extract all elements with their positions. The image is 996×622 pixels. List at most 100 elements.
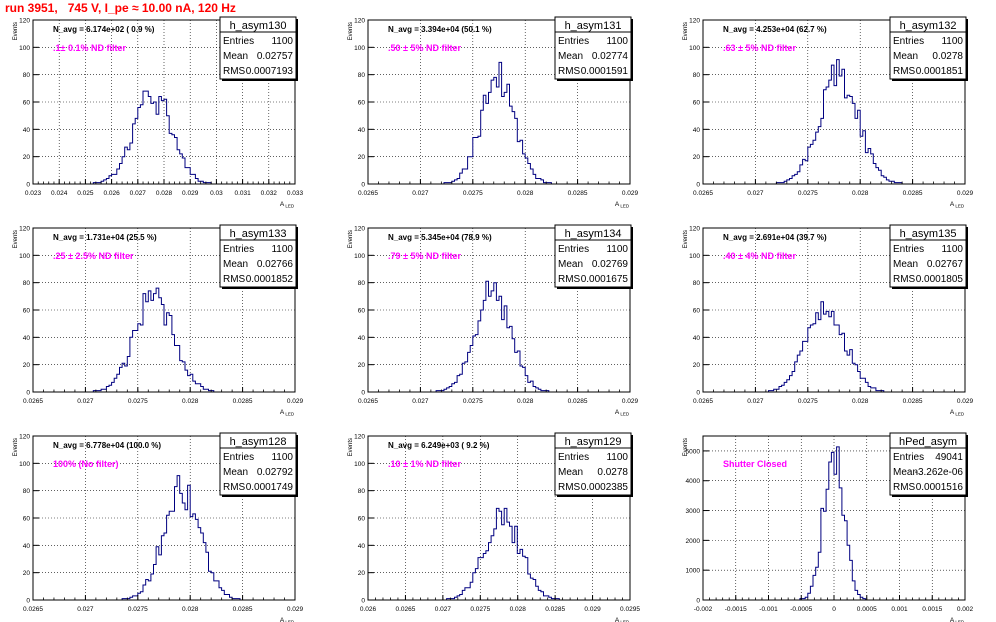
y-tick-label: 120: [689, 18, 700, 25]
y-tick-label: 0: [26, 182, 30, 189]
y-tick-label: 20: [23, 570, 31, 577]
x-tick-label: 0.024: [51, 190, 68, 197]
filter-annotation: .63 ± 5% ND filter: [723, 43, 796, 53]
x-tick-label: 0.028: [852, 398, 869, 405]
navg-label: N_avg = 1.731e+04 (25.5 %): [53, 233, 157, 242]
y-tick-label: 60: [358, 516, 366, 523]
filter-annotation: .40 ± 4% ND filter: [723, 251, 796, 261]
y-tick-label: 120: [354, 226, 365, 233]
y-tick-label: 60: [693, 100, 701, 107]
x-tick-label: -0.0005: [790, 606, 812, 613]
stats-box: [889, 432, 967, 496]
x-axis-title: A LED: [950, 409, 965, 417]
stats-value: 1100: [941, 36, 963, 47]
stats-value: 0.0001851: [916, 66, 964, 77]
stats-box: [889, 224, 967, 288]
x-tick-label: -0.002: [694, 606, 713, 613]
histogram-panel-h_asym128: 0.0265 0.027 0.0275 0.028 0.0285 0.029 0 20 40 60…: [13, 432, 304, 622]
stats-key: Mean: [223, 51, 248, 62]
x-tick-label: 0.028: [156, 190, 173, 197]
stats-key: RMS: [223, 274, 246, 285]
x-tick-label: 0.001: [891, 606, 908, 613]
stats-shadow: [966, 227, 968, 289]
stats-title: h_asym135: [900, 228, 957, 240]
stats-key: Entries: [893, 36, 924, 47]
x-tick-label: 0.027: [435, 606, 452, 613]
stats-title: h_asym134: [565, 228, 622, 240]
stats-key: Mean: [893, 467, 918, 478]
y-tick-label: 60: [693, 308, 701, 315]
stats-value: 1100: [271, 244, 293, 255]
y-tick-label: 80: [23, 280, 31, 287]
y-tick-label: 100: [354, 461, 365, 468]
y-tick-label: 100: [19, 45, 30, 52]
x-tick-label: 0.0265: [693, 398, 713, 405]
x-axis-title: A LED: [950, 201, 965, 209]
x-tick-label: 0.032: [261, 190, 278, 197]
y-tick-label: 4000: [686, 478, 701, 485]
y-tick-label: 100: [354, 253, 365, 260]
stats-value: 0.0001805: [916, 274, 964, 285]
x-axis-title: A LED: [615, 617, 630, 622]
y-tick-label: 100: [689, 45, 700, 52]
stats-value: -3.262e-06: [915, 467, 964, 478]
y-tick-label: 120: [689, 226, 700, 233]
x-tick-label: 0.029: [957, 398, 974, 405]
stats-shadow: [966, 435, 968, 497]
stats-value: 1100: [606, 244, 628, 255]
stats-title: h_asym128: [230, 436, 287, 448]
y-tick-label: 100: [354, 45, 365, 52]
stats-value: 0.02766: [257, 259, 294, 270]
stats-key: Entries: [223, 36, 254, 47]
x-tick-label: 0.0265: [23, 606, 43, 613]
y-tick-label: 40: [23, 543, 31, 550]
stats-box: [219, 16, 297, 80]
stats-shadow: [296, 435, 298, 497]
filter-annotation: .10 ± 1% ND filter: [388, 459, 461, 469]
stats-value: 0.0278: [932, 51, 963, 62]
x-tick-label: 0.027: [412, 398, 429, 405]
stats-shadow: [631, 19, 633, 81]
y-tick-label: 40: [358, 127, 366, 134]
x-tick-label: 0.0275: [463, 190, 483, 197]
x-tick-label: 0.0285: [903, 190, 923, 197]
stats-shadow: [966, 19, 968, 81]
y-tick-label: 2000: [686, 538, 701, 545]
stats-title: hPed_asym: [899, 436, 957, 448]
stats-value: 0.02769: [592, 259, 629, 270]
x-tick-label: 0.0285: [568, 398, 588, 405]
x-axis-title: A LED: [280, 617, 295, 622]
x-tick-label: 0.028: [510, 606, 527, 613]
stats-key: RMS: [558, 482, 581, 493]
y-axis-title: Events: [683, 230, 689, 248]
y-tick-label: 40: [358, 335, 366, 342]
stats-key: Entries: [223, 452, 254, 463]
stats-key: Mean: [558, 51, 583, 62]
x-tick-label: 0.026: [360, 606, 377, 613]
y-tick-label: 60: [23, 308, 31, 315]
stats-title: h_asym131: [565, 20, 622, 32]
x-tick-label: 0.0265: [358, 398, 378, 405]
y-tick-label: 80: [693, 280, 701, 287]
stats-value: 49041: [935, 452, 963, 463]
stats-value: 0.0001591: [581, 66, 629, 77]
y-tick-label: 20: [358, 362, 366, 369]
stats-value: 1100: [606, 452, 628, 463]
stats-key: RMS: [223, 482, 246, 493]
stats-key: Mean: [893, 51, 918, 62]
x-tick-label: 0.0275: [128, 398, 148, 405]
stats-shadow: [892, 79, 966, 81]
stats-key: Entries: [558, 452, 589, 463]
filter-annotation: .50 ± 5% ND filter: [388, 43, 461, 53]
stats-box: [554, 432, 632, 496]
stats-title: h_asym129: [565, 436, 622, 448]
x-tick-label: 0.028: [852, 190, 869, 197]
y-tick-label: 120: [19, 434, 30, 441]
y-tick-label: 20: [23, 154, 31, 161]
stats-key: Mean: [558, 259, 583, 270]
x-tick-label: 0.0275: [798, 398, 818, 405]
histogram-panel-hPed_asym: -0.002 -0.0015 -0.001 -0.0005 0 0.0005 0.001 0.…: [683, 432, 974, 622]
navg-label: N_avg = 6.174e+02 ( 0.9 %): [53, 25, 155, 34]
stats-key: Mean: [893, 259, 918, 270]
